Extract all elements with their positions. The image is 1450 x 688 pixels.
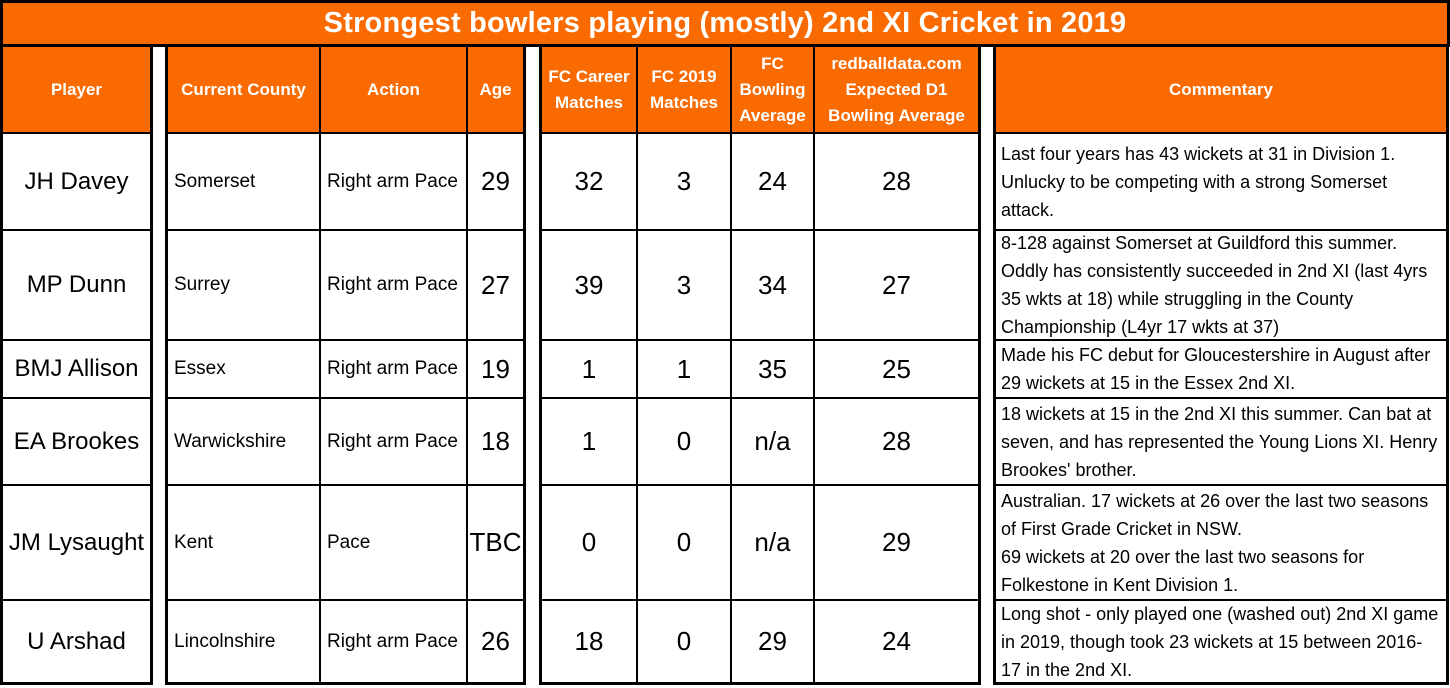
commentary-cell: Last four years has 43 wickets at 31 in … [996, 134, 1446, 229]
player-cell: EA Brookes [3, 399, 150, 484]
fc-2019-matches-cell: 0 [638, 601, 730, 682]
expected-d1-average-cell: 28 [815, 134, 978, 229]
player-cell: JH Davey [3, 134, 150, 229]
county-column-header: Current County [168, 47, 319, 132]
fc-bowling-average-cell: n/a [732, 399, 813, 484]
fc-career-matches-header: FC Career Matches [542, 47, 636, 132]
commentary-cell: 8-128 against Somerset at Guildford this… [996, 231, 1446, 339]
county-cell: Lincolnshire [168, 601, 319, 682]
player-details-section: Current County Action Age Somerset Right… [165, 44, 526, 685]
bowling-stats-section: FC Career Matches FC 2019 Matches FC Bow… [539, 44, 981, 685]
action-cell: Right arm Pace [321, 341, 466, 397]
table-body: Player JH Davey MP Dunn BMJ Allison EA B… [0, 44, 1450, 685]
fc-career-matches-cell: 39 [542, 231, 636, 339]
player-column-header: Player [3, 47, 150, 132]
fc-career-matches-cell: 0 [542, 486, 636, 599]
county-cell: Warwickshire [168, 399, 319, 484]
commentary-cell: Australian. 17 wickets at 26 over the la… [996, 486, 1446, 599]
fc-bowling-average-cell: 29 [732, 601, 813, 682]
expected-d1-average-header: redballdata.com Expected D1 Bowling Aver… [815, 47, 978, 132]
fc-2019-matches-cell: 1 [638, 341, 730, 397]
action-cell: Pace [321, 486, 466, 599]
age-cell: 26 [468, 601, 523, 682]
action-cell: Right arm Pace [321, 231, 466, 339]
action-cell: Right arm Pace [321, 601, 466, 682]
age-column-header: Age [468, 47, 523, 132]
fc-bowling-average-cell: 24 [732, 134, 813, 229]
expected-d1-average-cell: 28 [815, 399, 978, 484]
action-cell: Right arm Pace [321, 134, 466, 229]
commentary-section: Commentary Last four years has 43 wicket… [993, 44, 1449, 685]
page-title: Strongest bowlers playing (mostly) 2nd X… [0, 0, 1450, 47]
fc-bowling-average-cell: n/a [732, 486, 813, 599]
fc-bowling-average-cell: 35 [732, 341, 813, 397]
fc-2019-matches-cell: 0 [638, 399, 730, 484]
county-cell: Kent [168, 486, 319, 599]
commentary-cell: 18 wickets at 15 in the 2nd XI this summ… [996, 399, 1446, 484]
fc-2019-matches-cell: 3 [638, 134, 730, 229]
action-column-header: Action [321, 47, 466, 132]
fc-bowling-average-header: FC Bowling Average [732, 47, 813, 132]
fc-bowling-average-cell: 34 [732, 231, 813, 339]
commentary-cell: Made his FC debut for Gloucestershire in… [996, 341, 1446, 397]
expected-d1-average-cell: 24 [815, 601, 978, 682]
fc-career-matches-cell: 18 [542, 601, 636, 682]
fc-2019-matches-header: FC 2019 Matches [638, 47, 730, 132]
fc-2019-matches-cell: 0 [638, 486, 730, 599]
player-cell: JM Lysaught [3, 486, 150, 599]
fc-career-matches-cell: 1 [542, 399, 636, 484]
fc-career-matches-cell: 1 [542, 341, 636, 397]
age-cell: 19 [468, 341, 523, 397]
commentary-cell: Long shot - only played one (washed out)… [996, 601, 1446, 682]
commentary-column-header: Commentary [996, 47, 1446, 132]
fc-2019-matches-cell: 3 [638, 231, 730, 339]
player-cell: U Arshad [3, 601, 150, 682]
player-column-section: Player JH Davey MP Dunn BMJ Allison EA B… [0, 44, 153, 685]
fc-career-matches-cell: 32 [542, 134, 636, 229]
county-cell: Somerset [168, 134, 319, 229]
player-cell: BMJ Allison [3, 341, 150, 397]
player-cell: MP Dunn [3, 231, 150, 339]
age-cell: 18 [468, 399, 523, 484]
expected-d1-average-cell: 29 [815, 486, 978, 599]
age-cell: TBC [468, 486, 523, 599]
expected-d1-average-cell: 27 [815, 231, 978, 339]
age-cell: 29 [468, 134, 523, 229]
expected-d1-average-cell: 25 [815, 341, 978, 397]
county-cell: Essex [168, 341, 319, 397]
county-cell: Surrey [168, 231, 319, 339]
age-cell: 27 [468, 231, 523, 339]
action-cell: Right arm Pace [321, 399, 466, 484]
